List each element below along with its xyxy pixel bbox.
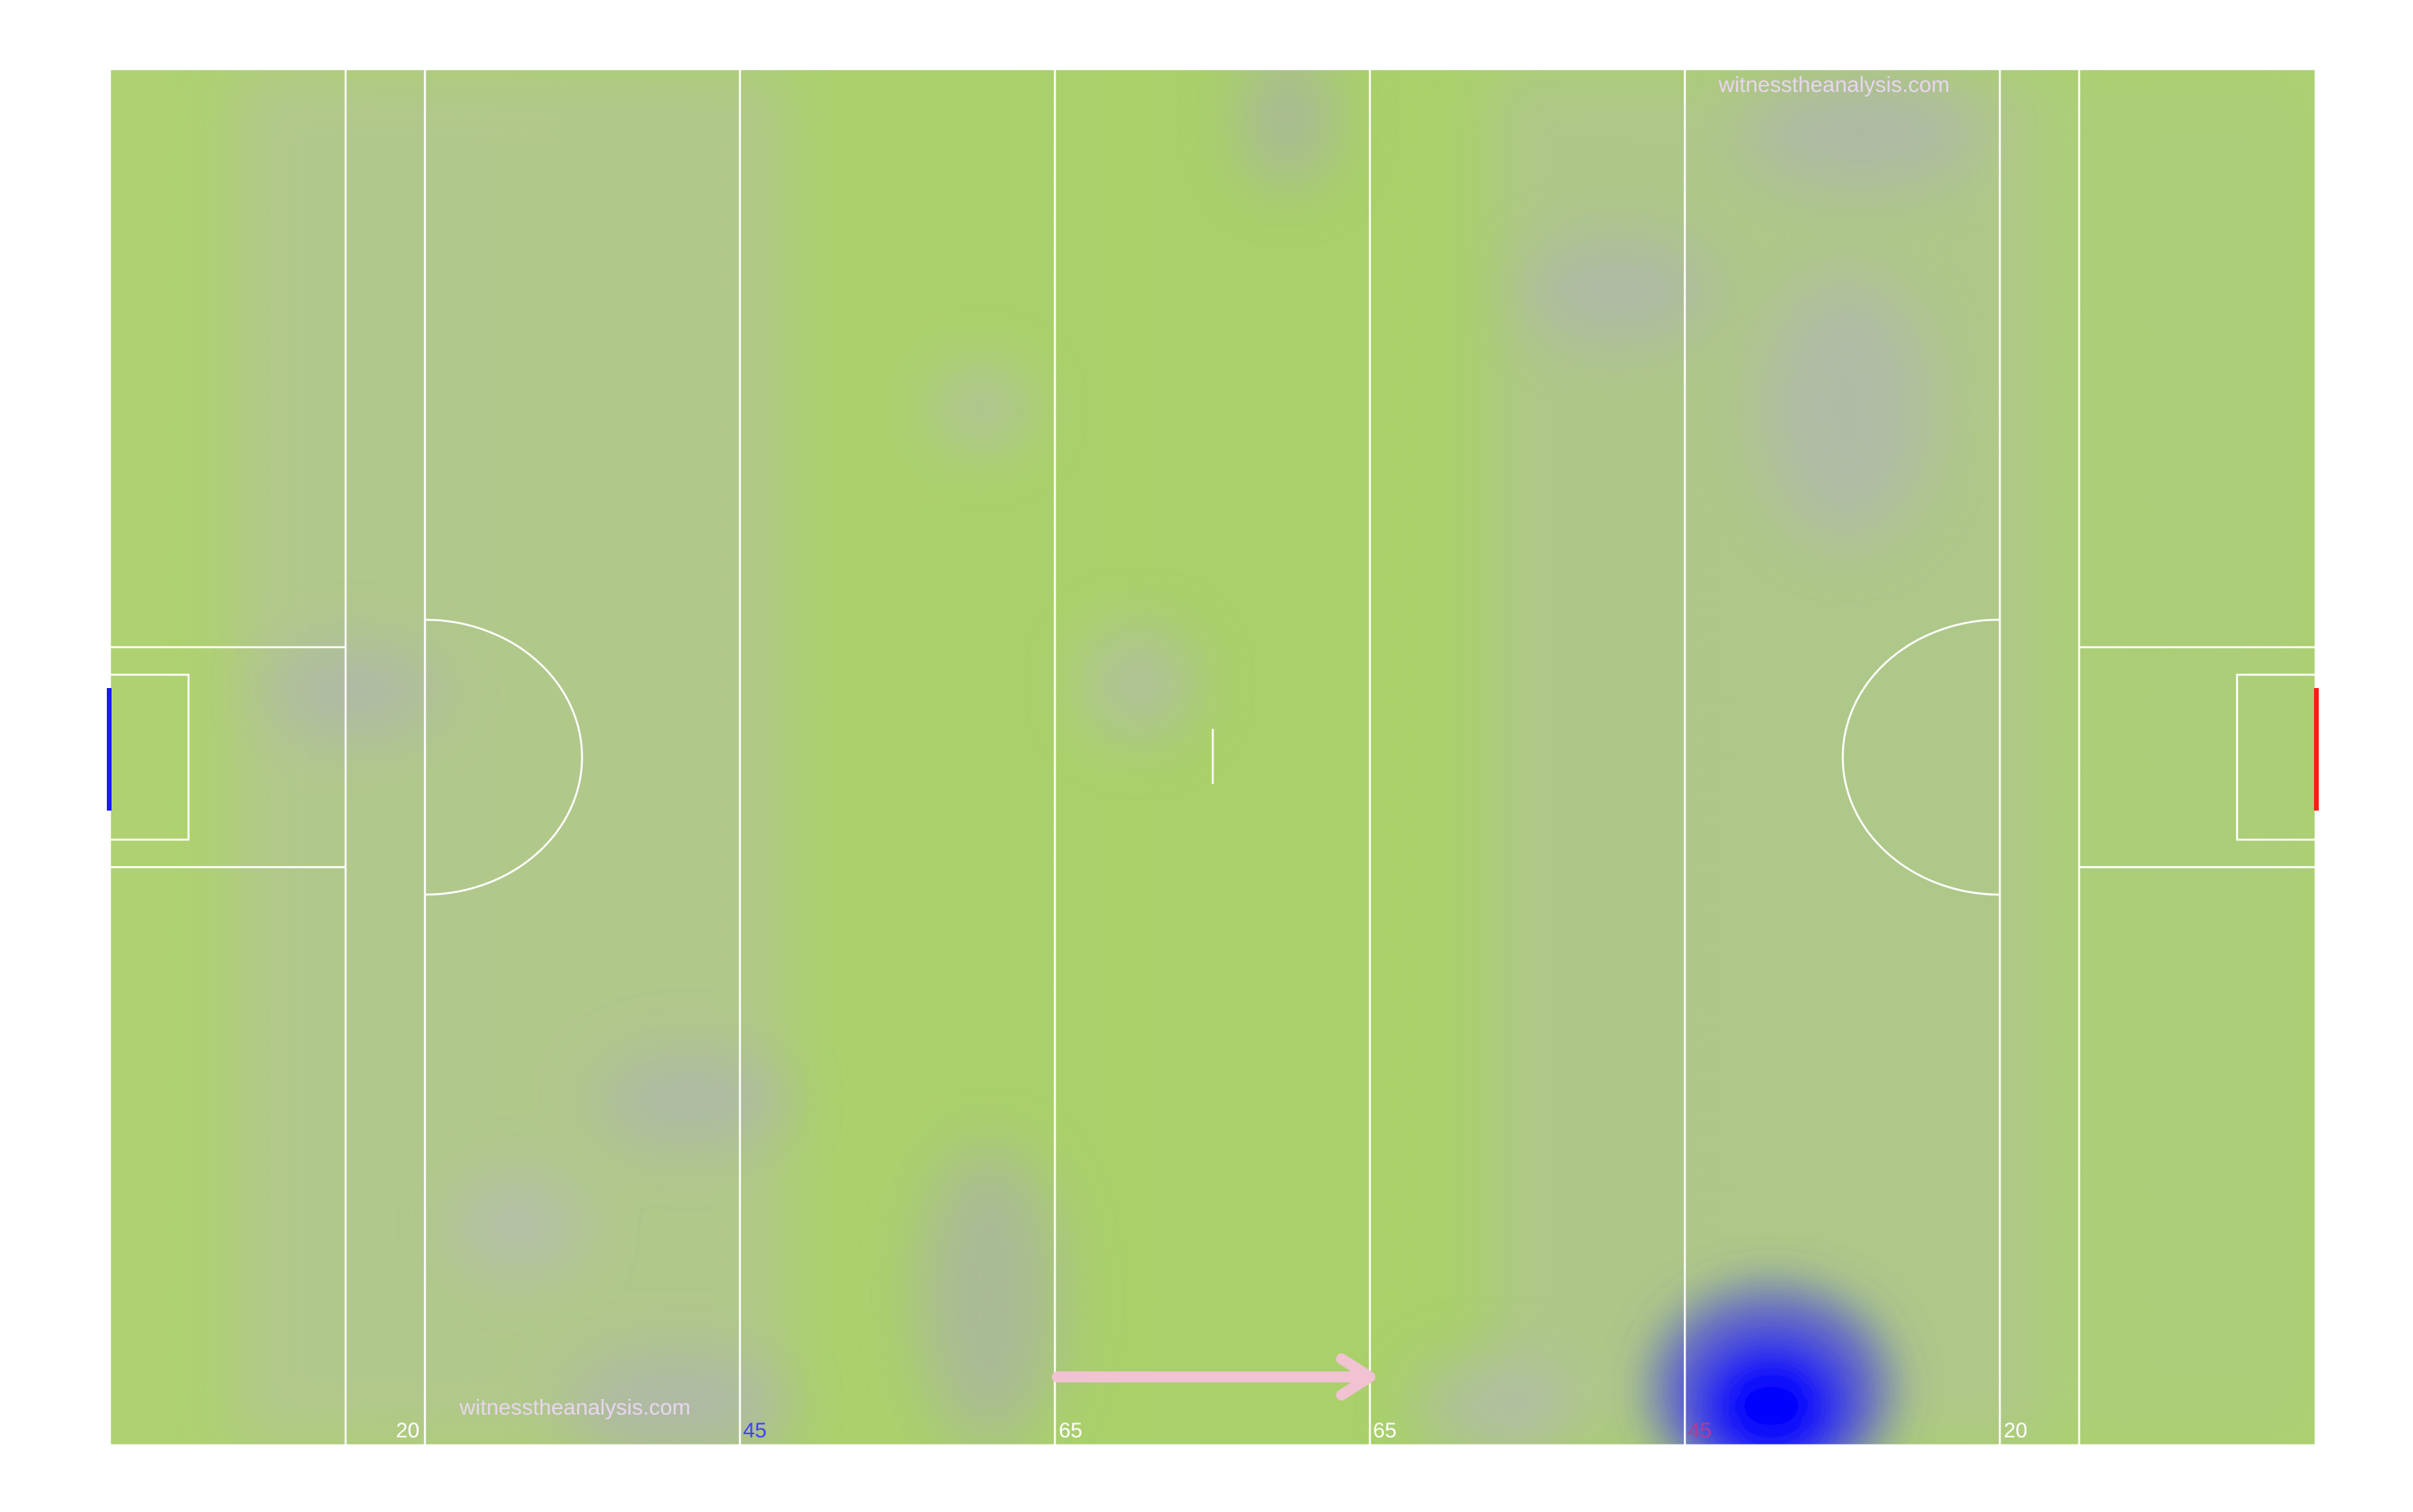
- right-goal: [2314, 688, 2319, 811]
- heat-zone: [1084, 628, 1194, 738]
- right-d-arc: [1841, 618, 2001, 896]
- label-right-65: 65: [1373, 1419, 1397, 1442]
- heat-zone: [1241, 69, 1335, 189]
- label-right-45: 45: [1688, 1419, 1712, 1442]
- left-small-rectangle: [110, 673, 190, 841]
- label-left-65: 65: [1059, 1419, 1082, 1442]
- label-left-20: 20: [396, 1419, 419, 1442]
- right-small-rectangle: [2235, 673, 2316, 841]
- heat-zone: [919, 1147, 1060, 1445]
- pitch-markings: [108, 68, 2317, 1447]
- label-left-45: 45: [743, 1419, 767, 1442]
- watermark-bottom-left: witnesstheanalysis.com: [459, 1395, 690, 1419]
- watermark-top-right: witnesstheanalysis.com: [1718, 72, 1950, 97]
- attack-direction-arrow: [1052, 1353, 1375, 1400]
- right-large-rectangle: [2079, 646, 2316, 869]
- left-large-rectangle: [110, 646, 346, 869]
- label-right-20: 20: [2004, 1419, 2027, 1442]
- heatmap-layer: [236, 69, 2316, 1445]
- left-goal: [107, 688, 112, 811]
- left-d-arc: [424, 618, 584, 896]
- heat-hotspot-core: [1701, 1343, 1842, 1445]
- heat-zone: [935, 369, 1029, 448]
